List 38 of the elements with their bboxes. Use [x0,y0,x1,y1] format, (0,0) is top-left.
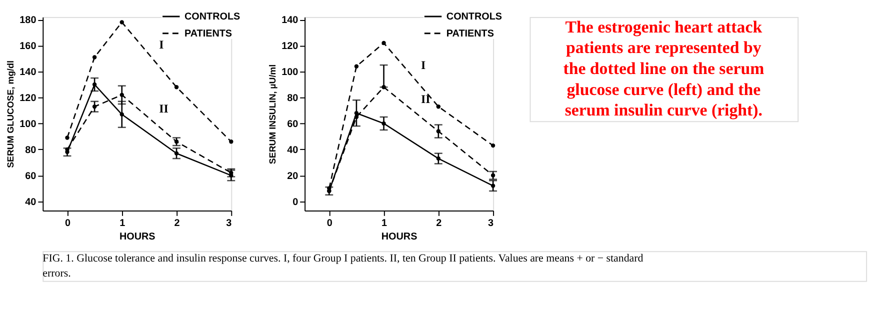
y-tick-label: 160 [20,41,37,52]
y-tick-label: 40 [287,144,299,156]
y-tick-label: 0 [292,196,299,208]
y-tick-label: 120 [282,41,299,52]
legend-label: PATIENTS [184,28,232,40]
y-tick-label: 80 [287,92,299,104]
caption: FIG. 1. Glucose tolerance and insulin response curves. I, four Group I patients. II, ten Group II patients. Values are means + or − standard errors. [42,252,644,280]
x-tick-label: 0 [326,218,333,229]
y-axis-title: SERUM INSULIN, µU/ml [268,64,278,164]
y-axis-title: SERUM GLUCOSE, mg/dl [6,60,16,168]
legend-label: CONTROLS [446,12,502,22]
x-tick-label: 2 [436,218,442,229]
y-tick-label: 100 [20,118,37,130]
x-tick-label: 3 [488,218,494,229]
annotation: II [159,101,169,116]
x-tick-label: 0 [64,218,71,229]
y-tick-label: 20 [287,170,299,182]
x-tick-label: 3 [226,218,232,229]
y-tick-label: 60 [25,170,37,182]
y-tick-label: 140 [282,15,299,26]
annotation: II [421,92,431,106]
y-tick-label: 40 [25,196,37,208]
y-tick-label: 120 [20,92,37,104]
text: The estrogenic heart attack patients are represented by the dotted line on the serum glucose curve (left) and the serum insulin curve (right). [563,17,764,120]
y-tick-label: 100 [282,67,299,78]
y-tick-label: 80 [25,144,37,156]
y-tick-label: 180 [20,15,37,26]
y-tick-label: 140 [20,67,37,78]
y-tick-label: 60 [287,118,299,130]
legend-label: PATIENTS [446,28,494,40]
annotation: I [159,38,164,52]
legend-label: CONTROLS [184,12,240,22]
x-axis-title: HOURS [120,232,156,243]
x-tick-label: 1 [382,218,388,229]
x-tick-label: 2 [174,218,180,229]
annotation: I [421,58,426,72]
x-tick-label: 1 [120,218,126,229]
x-axis-title: HOURS [381,232,418,243]
